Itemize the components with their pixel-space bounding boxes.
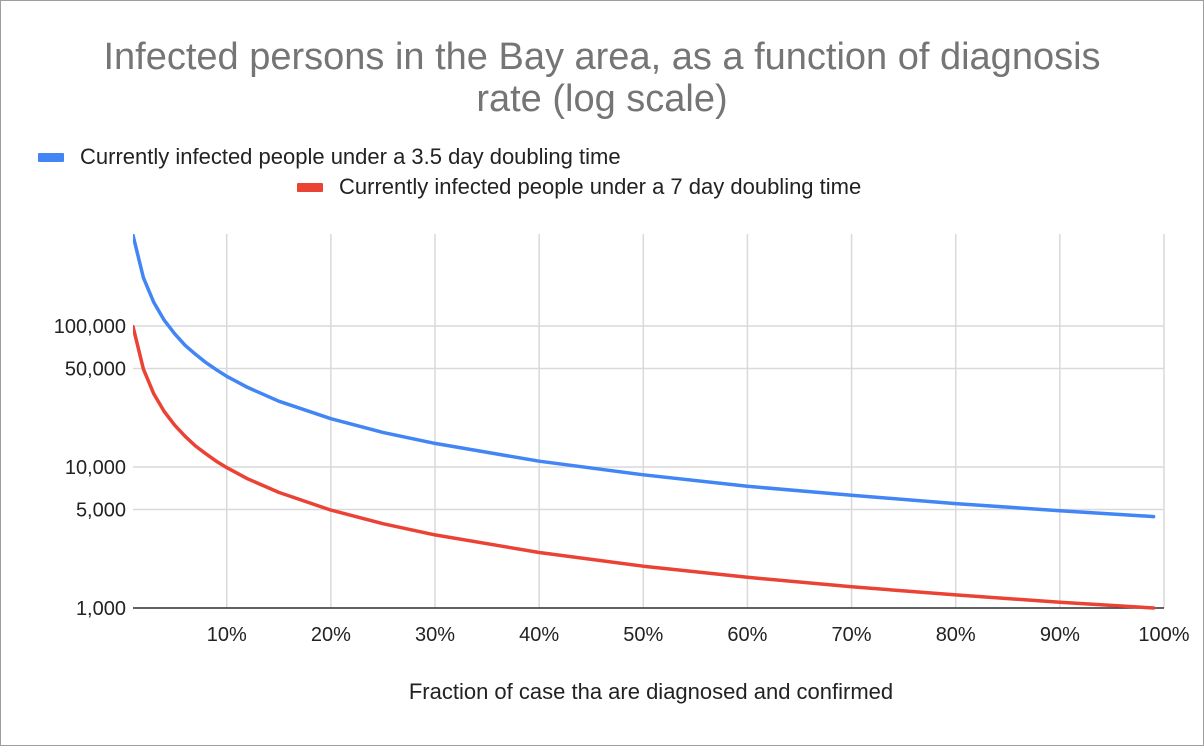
legend-label-series-1: Currently infected people under a 3.5 da… — [80, 144, 621, 169]
legend-swatch-series-1 — [38, 152, 64, 162]
x-tick-label: 60% — [727, 624, 767, 646]
x-tick-label: 20% — [311, 624, 351, 646]
x-tick-label: 50% — [623, 624, 663, 646]
legend-item-series-1[interactable]: Currently infected people under a 3.5 da… — [38, 144, 621, 170]
x-tick-label: 10% — [207, 624, 247, 646]
x-tick-label: 100% — [1138, 624, 1189, 646]
y-tick-label: 5,000 — [76, 499, 126, 521]
legend-swatch-series-2 — [297, 182, 323, 192]
x-tick-label: 40% — [519, 624, 559, 646]
chart-title-line-2: rate (log scale) — [476, 78, 728, 120]
x-tick-label: 90% — [1040, 624, 1080, 646]
x-tick-label: 80% — [936, 624, 976, 646]
x-tick-label: 70% — [832, 624, 872, 646]
chart-title-line-1: Infected persons in the Bay area, as a f… — [103, 36, 1101, 78]
x-axis-label: Fraction of case tha are diagnosed and c… — [408, 679, 894, 704]
legend-item-series-2[interactable]: Currently infected people under a 7 day … — [297, 174, 861, 200]
y-tick-label: 50,000 — [65, 358, 126, 380]
y-tick-label: 10,000 — [65, 457, 126, 479]
legend-label-series-2: Currently infected people under a 7 day … — [339, 174, 862, 199]
series-line-2 — [133, 324, 1156, 610]
x-tick-label: 30% — [415, 624, 455, 646]
series-line-1 — [133, 234, 1156, 519]
chart-title: Infected persons in the Bay area, as a f… — [0, 36, 1204, 120]
y-tick-label: 100,000 — [54, 316, 126, 338]
y-tick-label: 1,000 — [76, 598, 126, 620]
